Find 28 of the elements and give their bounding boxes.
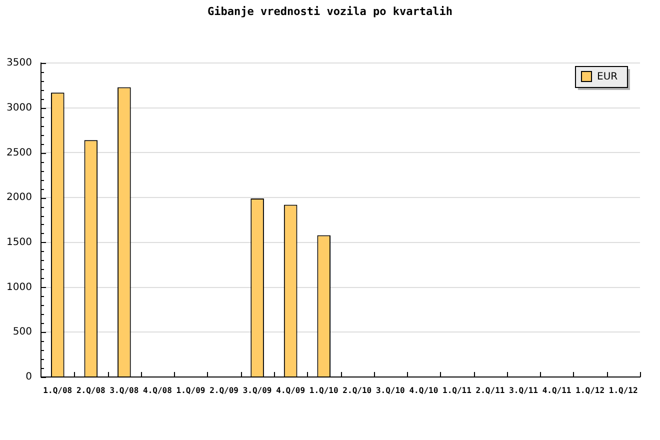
x-tick-label: 3.Q/11: [509, 386, 538, 395]
x-tick-label: 2.Q/08: [76, 386, 106, 395]
x-tick-label: 4.Q/09: [276, 386, 306, 395]
x-tick-label: 1.Q/12: [608, 386, 638, 395]
x-tick-label: 1.Q/09: [176, 386, 206, 395]
x-tick-label: 2.Q/10: [342, 386, 372, 395]
y-tick-label: 1500: [6, 237, 32, 248]
x-tick-label: 2.Q/09: [210, 386, 239, 395]
x-tick-label: 1.Q/08: [43, 386, 72, 395]
x-tick-label: 4.Q/11: [542, 386, 572, 395]
y-tick-label: 3500: [6, 58, 32, 69]
x-tick-label: 3.Q/10: [376, 386, 406, 395]
y-tick-label: 2000: [6, 192, 32, 204]
x-tick-label: 2.Q/11: [476, 386, 505, 395]
x-tick-label: 1.Q/11: [442, 386, 472, 395]
x-tick-label: 1.Q/10: [309, 386, 338, 395]
y-tick-label: 500: [12, 326, 32, 338]
x-tick-label: 1.Q/12: [576, 386, 605, 395]
chart-title: Gibanje vrednosti vozila po kvartalih: [207, 4, 453, 18]
y-tick-label: 2500: [6, 147, 32, 158]
y-tick-label: 3000: [6, 102, 32, 114]
y-tick-label: 0: [26, 372, 32, 383]
x-tick-label: 3.Q/09: [242, 386, 272, 395]
x-tick-label: 4.Q/08: [143, 386, 172, 395]
x-tick-label: 3.Q/08: [110, 386, 139, 395]
x-tick-label: 4.Q/10: [409, 386, 438, 395]
y-tick-label: 1000: [6, 282, 32, 293]
legend-label: EUR: [597, 72, 618, 83]
